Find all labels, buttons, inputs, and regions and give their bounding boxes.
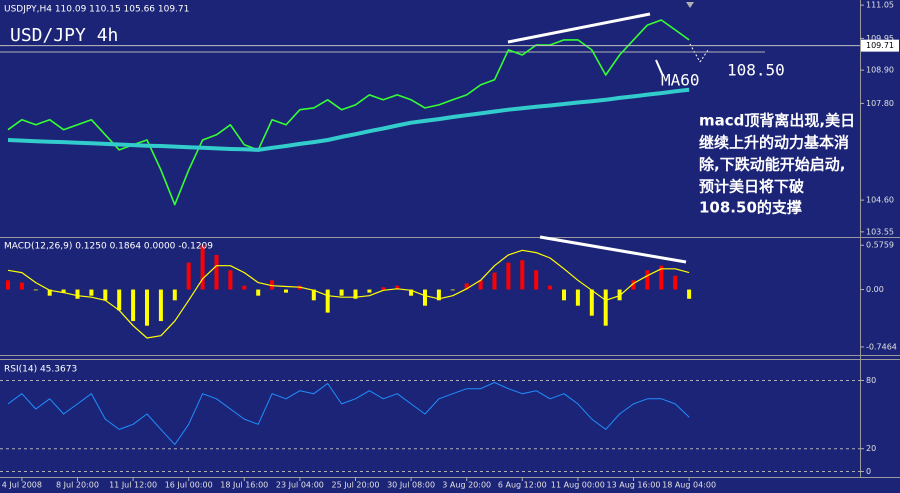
trend-line [539,235,687,264]
x-tick-label: 11 Jul 12:00 [109,481,157,490]
histogram-bar [631,280,636,290]
y-tick-label: 104.60 [866,196,894,205]
histogram-bar [89,289,94,296]
histogram-bar [506,262,511,290]
annotation: 预计美日将下破 [699,178,804,196]
pointer-line [655,59,664,77]
histogram-bar [589,289,594,316]
panel-title: RSI(14) 45.3673 [4,365,77,375]
histogram-bar [381,287,386,290]
histogram-bar [339,289,344,296]
histogram-bar [534,270,539,290]
histogram-bar [103,289,108,301]
y-tick-label: 108.90 [866,66,894,75]
y-tick-label: 103.55 [866,227,894,236]
histogram-bar [311,289,316,301]
y-tick-label: -0.7464 [866,342,897,351]
annotation: 108.50的支撑 [699,199,802,217]
histogram-bar [548,285,553,290]
x-tick-label: 25 Jul 20:00 [332,481,380,490]
histogram-bar [200,244,205,290]
pointer-line [689,43,701,63]
histogram-bar [520,260,525,290]
histogram-bar [117,289,122,311]
y-tick-label: 80 [866,376,876,385]
shift-marker [686,2,694,8]
histogram-bar [186,262,191,290]
annotation: 继续上升的动力基本消 [699,134,849,152]
y-tick-label: 0.00 [866,285,884,294]
histogram-bar [242,285,247,290]
x-tick-label: 4 Jul 2008 [2,481,42,490]
histogram-bar [145,289,149,326]
histogram-bar [409,289,414,296]
series-line [7,87,690,152]
histogram-bar [19,282,24,290]
x-tick-label: 8 Jul 20:00 [56,481,99,490]
chart-subtitle: USD/JPY 4h [10,25,118,46]
histogram-bar [478,280,483,290]
x-tick-label: 30 Jul 08:00 [387,481,435,490]
histogram-bar [33,289,38,291]
series-label: MA60 [661,71,700,90]
histogram-bar [47,289,52,296]
series-line [7,19,690,206]
histogram-bar [75,289,80,299]
x-tick-label: 16 Jul 00:00 [165,481,213,490]
histogram-bar [603,289,608,326]
y-tick-label: 109.95 [866,34,894,43]
y-tick-label: 20 [866,444,876,453]
histogram-bar [645,270,650,290]
series-line [7,382,690,446]
histogram-bar [325,289,330,313]
histogram-bar [687,289,692,299]
histogram-bar [256,289,261,296]
histogram-bar [158,289,163,322]
histogram-bar [395,285,400,290]
histogram-bar [172,289,177,301]
y-tick-label: 111.05 [866,1,894,10]
histogram-bar [423,289,427,306]
last-price-box [861,39,899,52]
histogram-bar [228,270,233,290]
x-tick-label: 11 Aug 00:00 [551,481,605,490]
trend-line [507,12,651,44]
panel-title: USDJPY,H4 110.09 110.15 105.66 109.71 [4,5,189,15]
histogram-bar [562,289,566,301]
histogram-bar [367,289,372,293]
histogram-bar [575,289,580,306]
histogram-bar [353,289,358,299]
x-tick-label: 18 Jul 16:00 [220,481,268,490]
y-tick-label: 107.80 [866,99,894,108]
panel-title: MACD(12,26,9) 0.1250 0.1864 0.0000 -0.12… [4,242,213,252]
x-tick-label: 18 Aug 04:00 [662,481,716,490]
histogram-bar [673,275,678,290]
histogram-bar [464,283,469,290]
histogram-bar [214,254,219,290]
histogram-bar [131,289,136,322]
x-tick-label: 3 Aug 20:00 [442,481,491,490]
histogram-bar [659,265,664,290]
annotation: 除,下跌动能开始启动, [699,156,845,174]
histogram-bar [270,280,275,290]
histogram-bar [61,289,66,293]
annotation: 108.50 [727,61,785,80]
x-tick-label: 23 Jul 04:00 [276,481,324,490]
histogram-bar [436,289,441,301]
x-tick-label: 13 Aug 16:00 [607,481,661,490]
y-tick-label: 0 [866,467,871,476]
histogram-bar [450,289,455,291]
annotation: macd顶背离出现,美日 [699,112,855,130]
histogram-bar [6,280,10,290]
last-price-label: 109.71 [866,41,894,50]
histogram-bar [284,289,288,293]
x-tick-label: 6 Aug 12:00 [498,481,547,490]
y-tick-label: 0.5759 [866,241,894,250]
histogram-bar [492,272,497,290]
series-line [7,249,690,339]
